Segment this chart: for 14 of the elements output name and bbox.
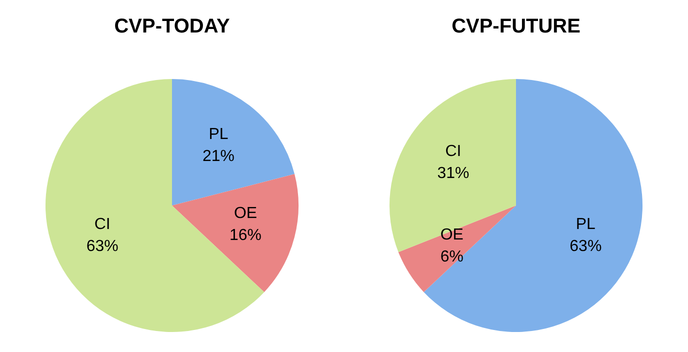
data-label: 63% xyxy=(86,238,118,256)
data-label: 63% xyxy=(570,238,602,256)
data-label: 21% xyxy=(202,148,235,165)
data-label: 31% xyxy=(437,165,470,182)
slice-label: CI xyxy=(94,216,110,234)
slice-label: PL xyxy=(208,126,228,143)
slice-label: PL xyxy=(576,216,596,234)
chart-title: CVP-FUTURE xyxy=(452,16,580,38)
slice-label: CI xyxy=(445,143,462,160)
chart-title: CVP-TODAY xyxy=(114,16,230,38)
data-label: 16% xyxy=(230,226,262,244)
data-label: 6% xyxy=(440,248,464,266)
slice-label: OE xyxy=(440,226,464,244)
slice-label: OE xyxy=(234,204,258,222)
